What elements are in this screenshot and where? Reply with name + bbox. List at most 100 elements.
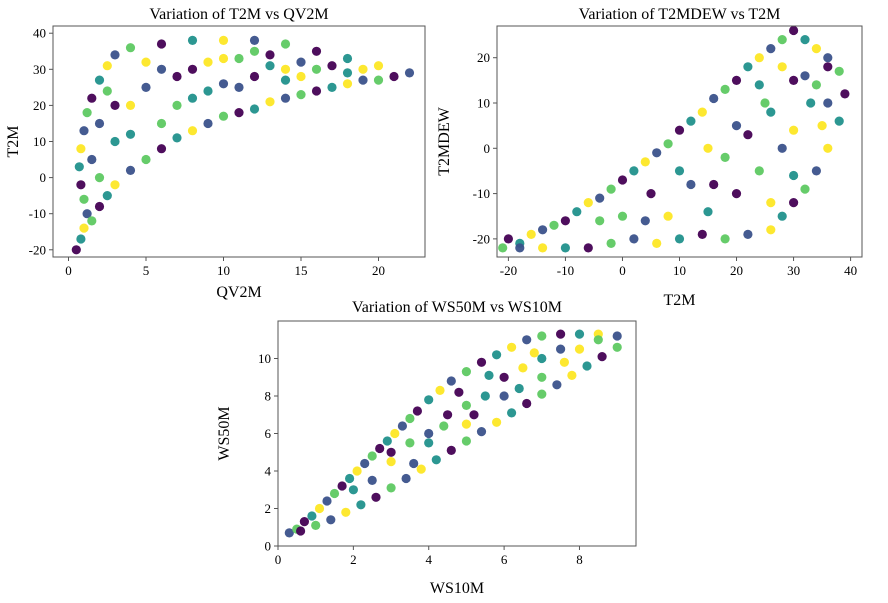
data-point [82,209,92,219]
data-point [87,93,97,103]
data-point [110,100,120,110]
y-axis-label: T2M [5,126,22,158]
data-point [549,220,559,230]
data-point [709,179,719,190]
data-point [720,84,730,94]
data-point [640,157,650,167]
data-point [583,198,593,208]
y-tick-label: -20 [29,242,46,257]
data-point [640,216,650,226]
data-point [567,370,577,380]
data-point [94,75,105,85]
chart-title: Variation of WS50M vs WS10M [352,299,562,316]
data-point [141,82,151,92]
y-tick-label: 10 [477,96,490,111]
data-point [823,62,833,72]
y-tick-label: 0 [40,170,47,185]
x-tick-label: 40 [844,263,857,278]
data-point [754,80,764,90]
data-point [480,391,490,401]
data-point [416,464,426,474]
x-tick-label: -10 [557,263,574,278]
data-point [405,438,415,448]
y-tick-label: 2 [265,501,272,516]
data-point [342,53,353,64]
data-point [834,66,844,76]
data-point [674,234,685,244]
data-point [840,89,850,99]
data-point [518,363,528,373]
y-tick-label: -20 [473,231,490,246]
data-point [322,496,332,506]
data-point [314,503,325,514]
data-point [789,75,799,85]
data-point [296,526,306,536]
data-point [296,57,306,67]
data-point [311,86,322,96]
data-point [556,329,566,339]
data-point [766,198,776,208]
data-point [435,385,445,395]
y-tick-label: 8 [265,389,272,404]
data-point [515,243,525,253]
x-tick-label: 2 [350,552,357,567]
y-tick-label: 20 [477,50,490,65]
data-point [652,148,662,158]
data-point [443,410,453,420]
data-point [249,35,260,46]
data-point [311,520,321,531]
x-tick-label: 15 [295,263,308,278]
data-point [141,154,151,165]
data-point [806,98,816,108]
x-tick-label: 20 [372,263,385,278]
data-point [817,121,827,131]
chart-2: -20 -10 0 10 20 30 40 -20 -10 0 10 20 Variation of T… [436,6,863,309]
data-point [79,126,89,136]
data-point [424,428,434,439]
chart-3: 0 2 4 6 8 0 2 4 6 8 10 Variation of WS50M vs WS10M W… [216,299,637,597]
data-point [823,53,833,63]
data-point [345,473,355,484]
data-point [686,179,696,190]
data-point [367,475,377,485]
data-point [234,53,244,64]
data-point [172,71,182,82]
data-point [522,398,532,409]
y-tick-label: 6 [265,426,272,441]
data-point [522,335,532,345]
data-point [352,466,362,476]
data-point [299,517,309,527]
data-point [446,376,456,386]
data-point [326,515,336,525]
data-point [766,44,776,54]
data-point [125,129,136,139]
data-point [777,62,787,72]
data-point [249,71,260,82]
data-point [249,104,260,114]
data-point [280,39,291,49]
data-point [172,100,182,110]
data-point [663,211,673,221]
data-point [218,79,229,89]
data-point [538,225,548,235]
data-point [529,348,539,358]
data-point [537,389,547,399]
data-point [476,427,487,437]
data-point [617,175,628,185]
data-point [373,61,384,71]
data-point [652,238,662,248]
data-point [265,97,275,107]
data-point [663,139,673,149]
data-point [424,395,434,405]
data-point [703,207,713,217]
data-point [356,500,366,510]
data-point [446,445,456,455]
data-point [125,43,136,53]
data-point [94,118,105,129]
data-point [789,125,799,135]
data-point [595,216,605,226]
data-point [203,118,213,129]
data-point [731,75,742,85]
x-tick-label: 4 [425,552,432,567]
data-point [492,350,502,360]
